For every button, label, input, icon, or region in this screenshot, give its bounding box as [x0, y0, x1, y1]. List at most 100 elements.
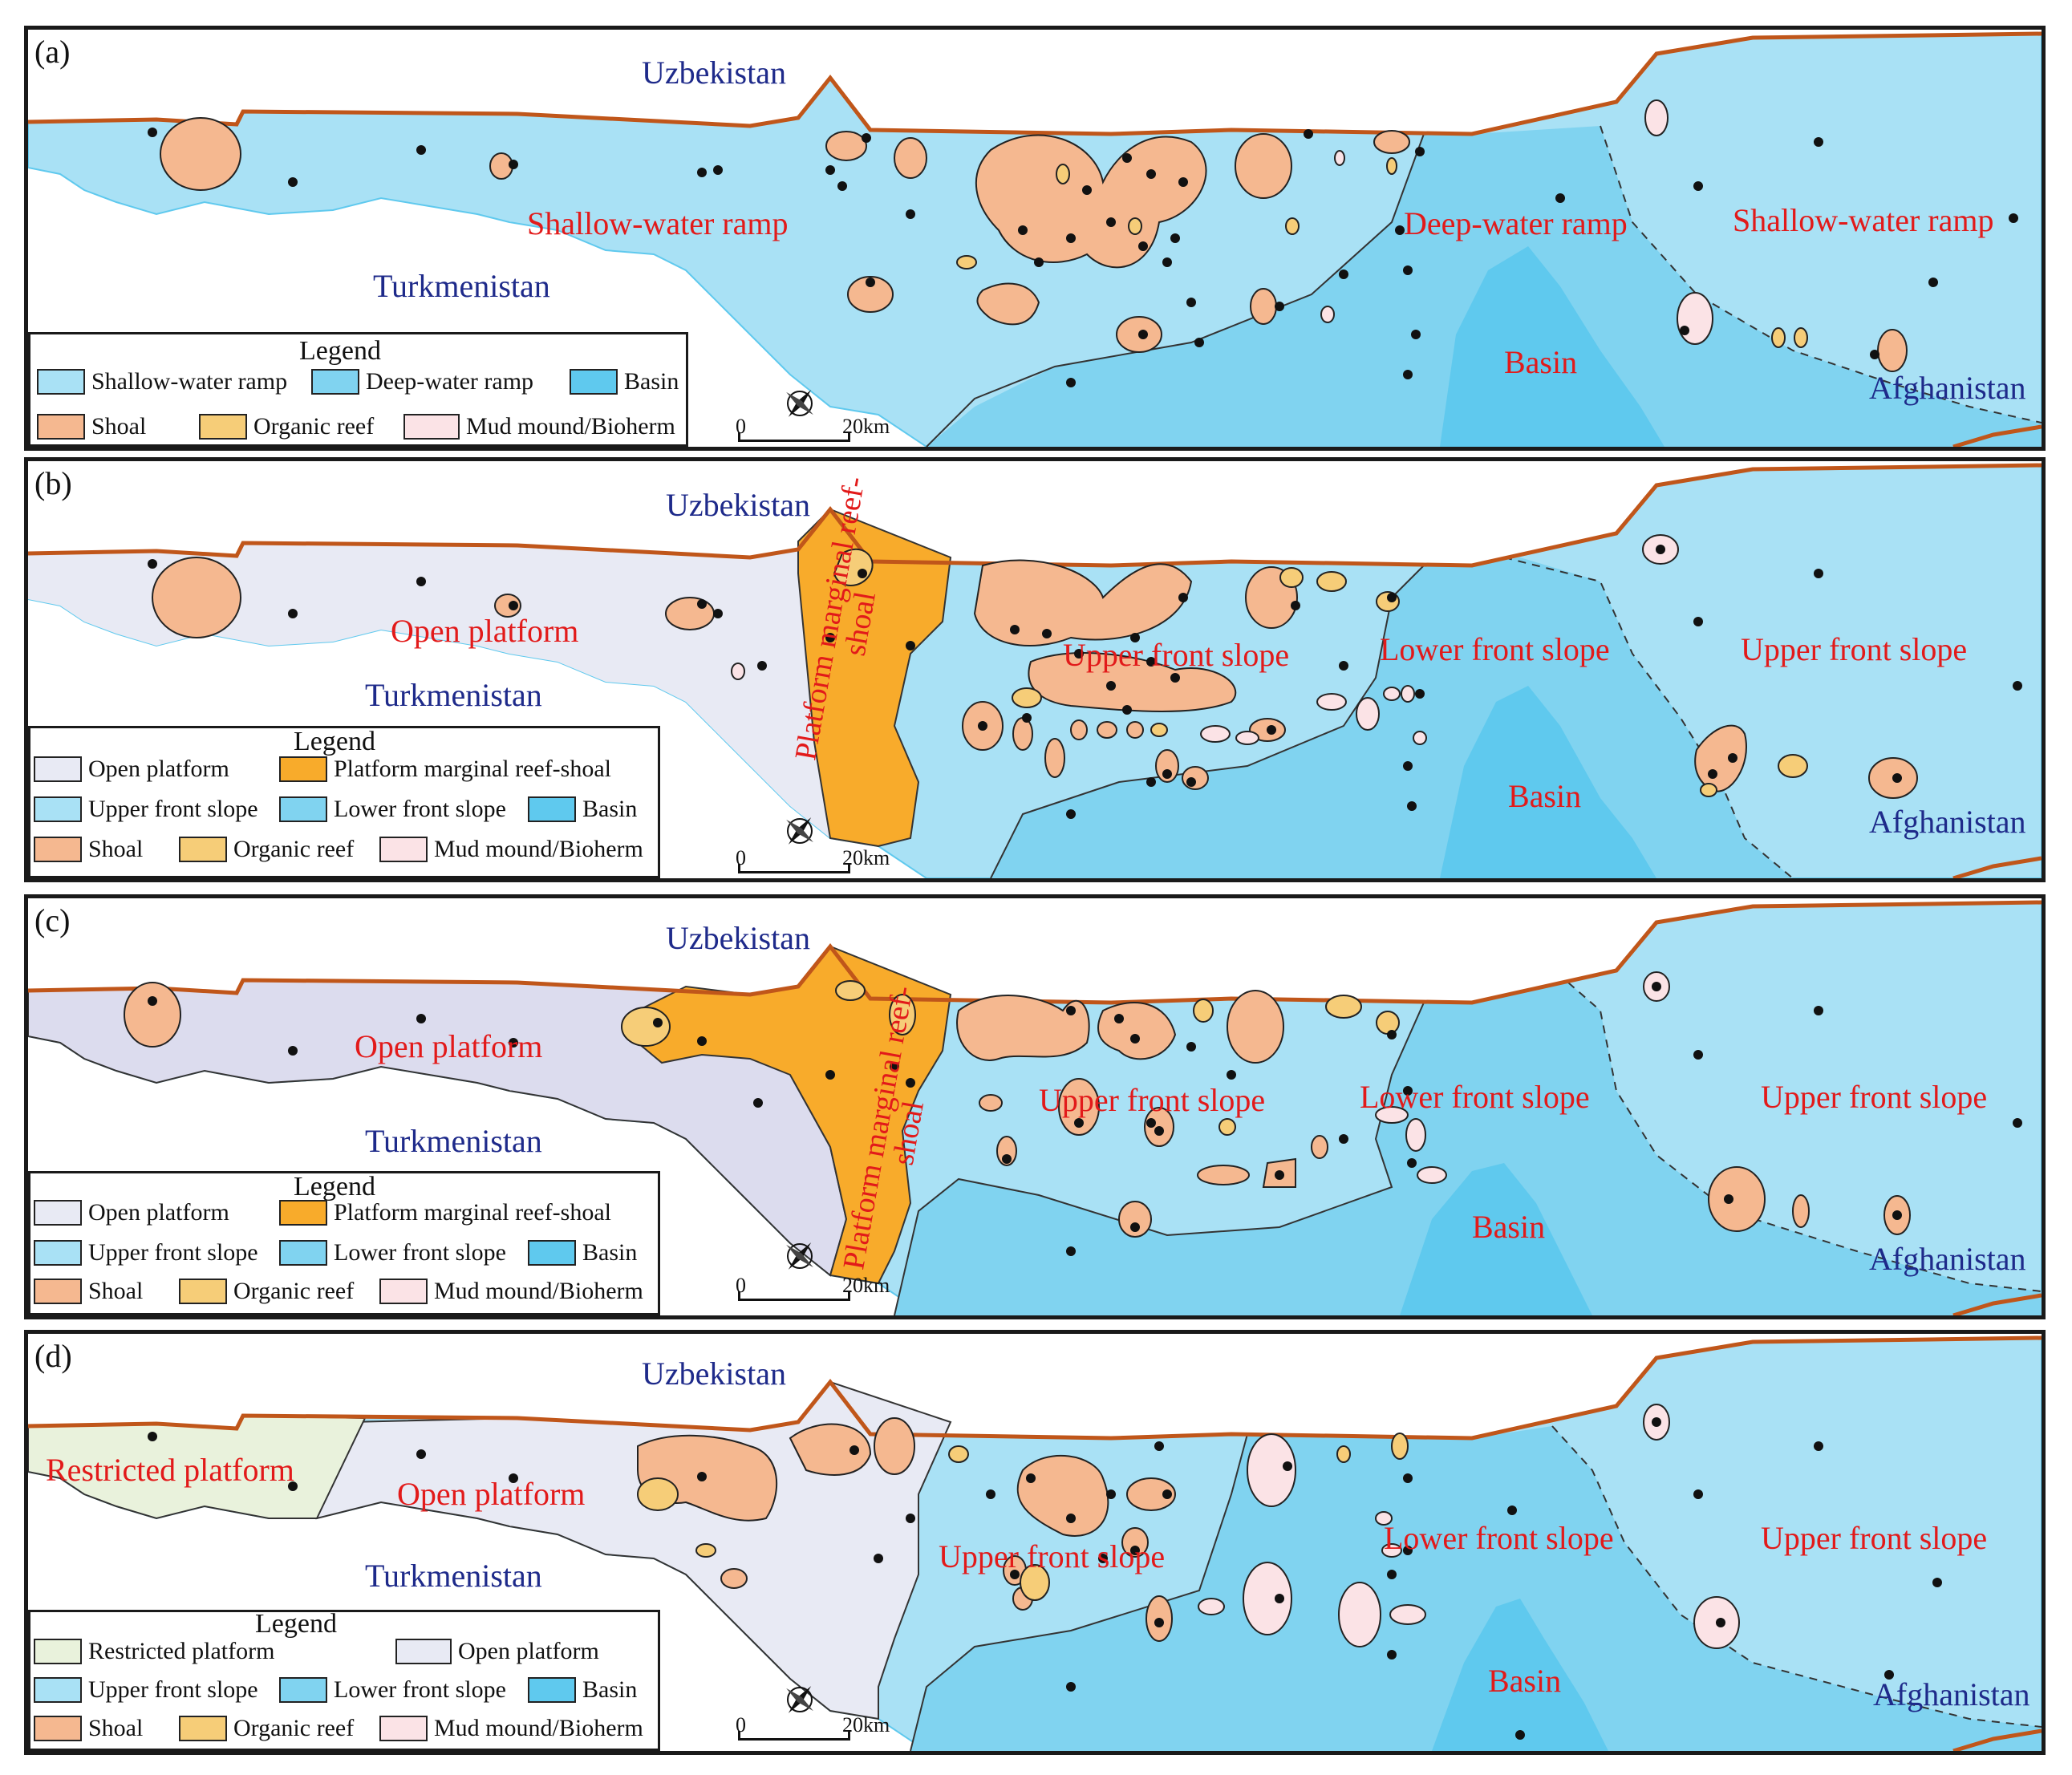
legend-label: Organic reef: [233, 1715, 355, 1741]
legend: Legend Restricted platform Open platform…: [28, 1609, 660, 1751]
legend-item: Shoal: [34, 836, 143, 863]
slope-break-line: [894, 1002, 1425, 1315]
legend-item: Mud mound/Bioherm: [379, 1278, 643, 1305]
shoal-6: [979, 1094, 1003, 1112]
panel-label: (b): [34, 465, 72, 501]
legend-item: Shallow-water ramp: [37, 368, 287, 395]
scale-end: 20km: [842, 846, 890, 869]
reef-7: [1778, 754, 1808, 778]
lower-slope-zone: [910, 1426, 2042, 1751]
dashed-boundary: [1503, 557, 1794, 878]
dashed-boundary: [1551, 1425, 2042, 1728]
shoal-15: [1792, 1194, 1810, 1228]
mound-7: [1401, 685, 1415, 703]
mound-2: [1677, 292, 1713, 345]
border-line-north: [28, 463, 2042, 568]
reef-7: [956, 255, 977, 269]
mound-3: [1320, 306, 1335, 323]
legend-item: Open platform: [34, 756, 229, 783]
legend-swatch: [403, 414, 460, 440]
legend-swatch: [528, 796, 576, 822]
reef-2: [1279, 567, 1304, 588]
scale-bar: [738, 1291, 850, 1301]
mound-4: [1338, 1582, 1381, 1647]
legend-swatch: [395, 1639, 452, 1664]
legend-item: Basin: [528, 1239, 637, 1266]
mound-6: [1383, 687, 1401, 701]
legend-item: Lower front slope: [279, 1676, 506, 1704]
legend-label: Upper front slope: [88, 1239, 258, 1266]
reef-4: [948, 1445, 969, 1463]
legend-swatch: [379, 1716, 428, 1741]
scale-start: 0: [736, 846, 746, 869]
zone-label: Upper front slope: [939, 1538, 1166, 1574]
legend-swatch: [279, 796, 327, 822]
country-label-north: Uzbekistan: [642, 55, 786, 91]
legend-label: Organic reef: [233, 836, 355, 862]
shoals: [124, 982, 1911, 1238]
legend-item: Mud mound/Bioherm: [379, 836, 643, 863]
shoal-6: [1235, 133, 1292, 199]
map-panel-d: (d) Uzbekistan Turkmenistan Afghanistan …: [24, 1330, 2046, 1755]
shoal-12: [1126, 721, 1144, 739]
legend: Legend Open platform Platform marginal r…: [28, 726, 660, 878]
country-label-south: Turkmenistan: [365, 677, 542, 713]
legend-label: Organic reef: [233, 1278, 355, 1304]
mound-2: [1405, 1118, 1426, 1152]
reef-2: [889, 994, 916, 1035]
legend-title: Legend: [255, 1609, 337, 1639]
legend-item: Organic reef: [179, 836, 354, 863]
shoal-8: [1012, 717, 1033, 751]
reef-6: [1150, 723, 1168, 737]
zone-label: Shallow-water ramp: [527, 205, 789, 241]
legend-label: Basin: [582, 1676, 638, 1703]
basin-zone: [1440, 246, 1664, 447]
map-panel-a: (a) Uzbekistan Turkmenistan Afghanistan …: [24, 26, 2046, 451]
legend-swatch: [34, 1677, 82, 1703]
legend-label: Shoal: [91, 413, 147, 440]
organic-reefs: [956, 157, 1808, 348]
reef-shoal-margin-zone: [797, 508, 952, 848]
legend-swatch: [279, 1677, 327, 1703]
legend-label: Lower front slope: [334, 796, 506, 822]
legend-label: Deep-water ramp: [366, 368, 534, 395]
facies-map-b: [28, 463, 2042, 878]
basin-zone: [1400, 1163, 1592, 1315]
zone-label: Shallow-water ramp: [1733, 202, 1994, 238]
legend-label: Organic reef: [253, 413, 375, 440]
legend-item: Open platform: [395, 1638, 599, 1665]
shoal-11: [1118, 1201, 1152, 1238]
legend-item: Mud mound/Bioherm: [379, 1715, 643, 1742]
scale-start: 0: [736, 1274, 746, 1297]
legend-label: Mud mound/Bioherm: [434, 836, 643, 862]
map-panel-b: (b) Uzbekistan Turkmenistan Afghanistan …: [24, 457, 2046, 882]
legend-title: Legend: [294, 727, 375, 756]
country-label-east: Afghanistan: [1869, 370, 2026, 406]
zone-label: Lower front slope: [1380, 631, 1610, 667]
legend-title: Legend: [299, 336, 381, 366]
legend-item: Upper front slope: [34, 1239, 258, 1266]
scale-bar: [738, 432, 850, 442]
legend-swatch: [34, 1716, 82, 1741]
legend-swatch: [199, 414, 247, 440]
panel-label: (a): [34, 34, 71, 70]
legend-swatch: [179, 1279, 227, 1304]
legend-label: Basin: [582, 796, 638, 822]
legend-item: Open platform: [34, 1199, 229, 1226]
scale-end: 20km: [842, 415, 890, 438]
legend-swatch: [34, 796, 82, 822]
legend-item: Shoal: [37, 413, 146, 440]
shoal-10: [1070, 719, 1088, 740]
legend-swatch: [179, 837, 227, 862]
facies-map-d: [28, 1335, 2042, 1751]
mound-3: [1417, 1166, 1447, 1184]
zone-label: Basin: [1488, 1663, 1562, 1699]
mound-9: [731, 663, 745, 680]
shoal-14: [1182, 766, 1209, 790]
compass-icon: [786, 390, 813, 417]
legend-item: Lower front slope: [279, 796, 506, 823]
mound-3: [1243, 1562, 1292, 1635]
mud-mounds: [1198, 1404, 1740, 1649]
mound-3: [1200, 725, 1231, 743]
legend-label: Upper front slope: [88, 796, 258, 822]
